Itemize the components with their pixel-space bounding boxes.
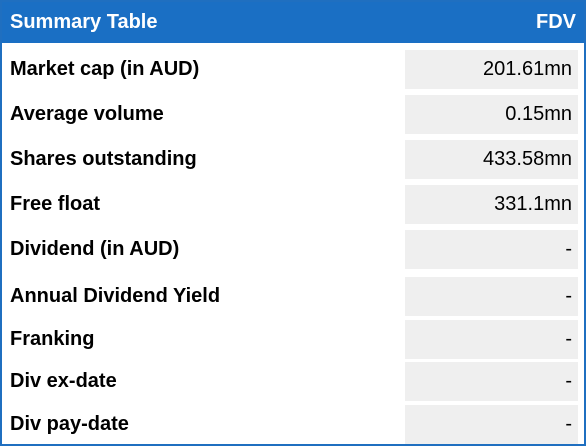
value-cell: 331.1mn — [405, 185, 578, 224]
table-row: Free float 331.1mn — [2, 185, 584, 224]
row-label: Franking — [10, 328, 95, 350]
row-value: - — [565, 328, 572, 350]
value-cell: - — [405, 277, 578, 316]
row-value: 201.61mn — [483, 58, 572, 80]
table-row: Div ex-date - — [2, 362, 584, 401]
value-cell: 0.15mn — [405, 95, 578, 134]
row-label: Free float — [10, 193, 101, 215]
row-value: - — [565, 370, 572, 392]
table-title: Summary Table — [10, 11, 158, 33]
row-value: 0.15mn — [505, 103, 572, 125]
ticker-label: FDV — [536, 11, 576, 33]
value-cell: 433.58mn — [405, 140, 578, 179]
row-value: 331.1mn — [494, 193, 572, 215]
table-row: Franking - — [2, 320, 584, 359]
value-cell: 201.61mn — [405, 50, 578, 89]
row-value: - — [565, 413, 572, 435]
row-label: Shares outstanding — [10, 148, 197, 170]
row-label: Annual Dividend Yield — [10, 285, 221, 307]
table-row: Market cap (in AUD) 201.61mn — [2, 50, 584, 89]
value-cell: - — [405, 405, 578, 444]
row-label: Dividend (in AUD) — [10, 238, 180, 260]
table-row: Dividend (in AUD) - — [2, 230, 584, 269]
value-cell: - — [405, 320, 578, 359]
row-label: Market cap (in AUD) — [10, 58, 200, 80]
value-cell: - — [405, 362, 578, 401]
table-row: Shares outstanding 433.58mn — [2, 140, 584, 179]
table-row: Div pay-date - — [2, 405, 584, 444]
row-label: Div pay-date — [10, 413, 129, 435]
table-row: Average volume 0.15mn — [2, 95, 584, 134]
row-value: 433.58mn — [483, 148, 572, 170]
table-row: Annual Dividend Yield - — [2, 277, 584, 316]
row-label: Average volume — [10, 103, 164, 125]
table-header: Summary Table FDV — [2, 2, 584, 43]
value-cell: - — [405, 230, 578, 269]
row-label: Div ex-date — [10, 370, 117, 392]
row-value: - — [565, 285, 572, 307]
row-value: - — [565, 238, 572, 260]
